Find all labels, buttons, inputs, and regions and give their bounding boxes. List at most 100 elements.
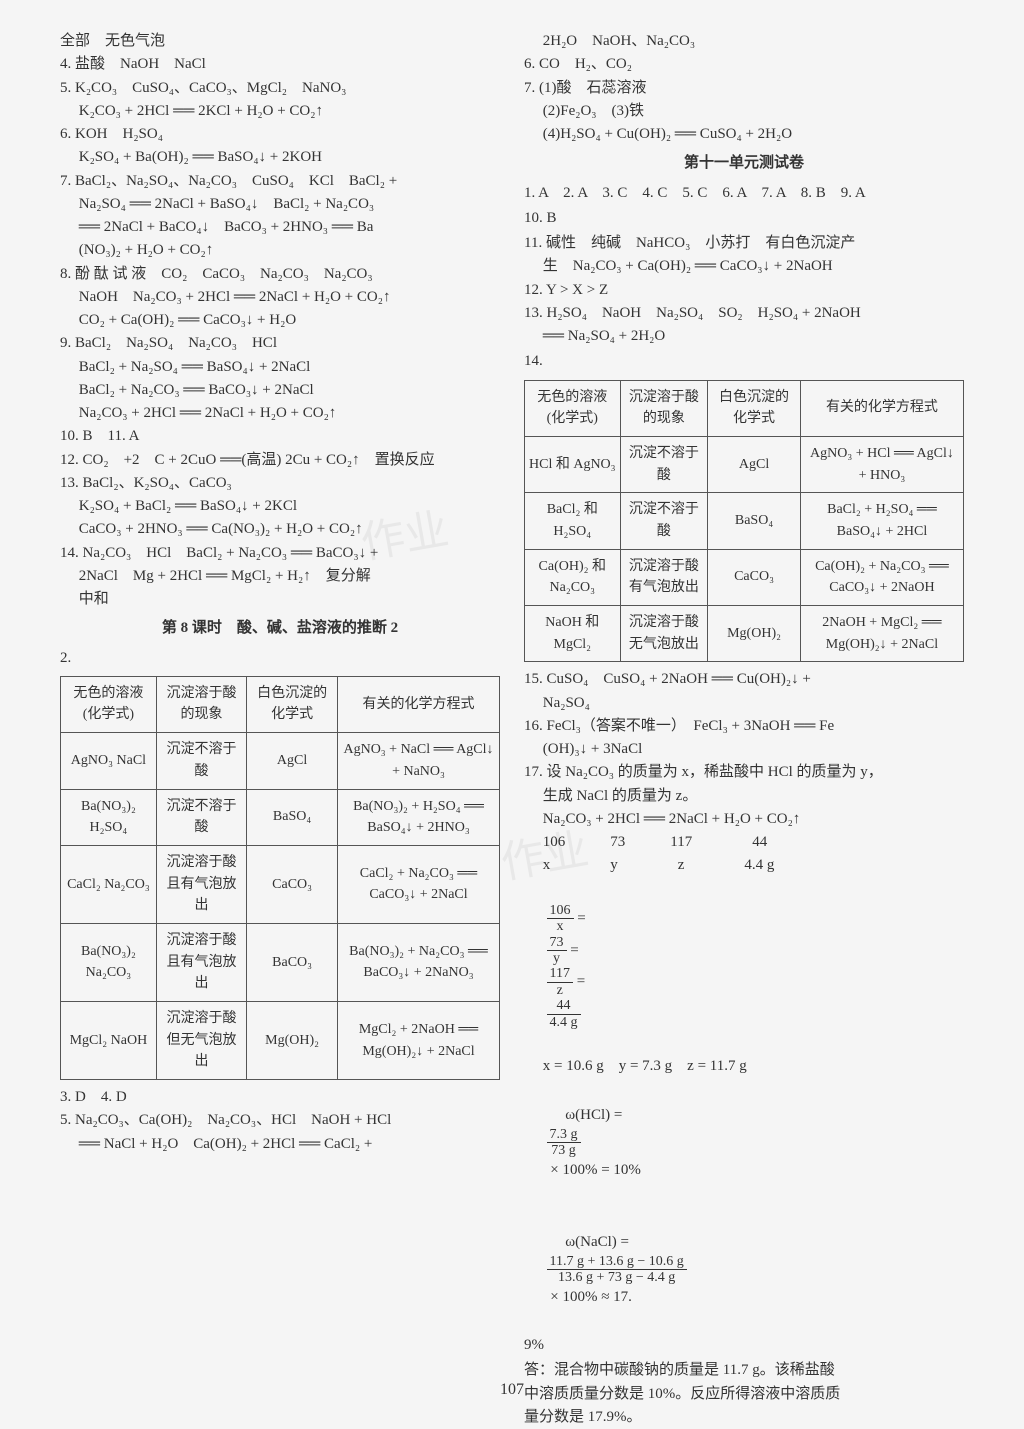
- t1-row-4: MgCl₂ NaOH沉淀溶于酸但无气泡放出Mg(OH)₂MgCl₂ + 2NaO…: [61, 1002, 500, 1080]
- left-bline-2: ══ NaCl + H₂O Ca(OH)₂ + 2HCl ══ CaCl₂ +: [60, 1133, 500, 1156]
- t2-h2: 白色沉淀的化学式: [708, 380, 801, 436]
- left-line-10: 8. 酚 酞 试 液 CO₂ CaCO₃ Na₂CO₃ Na₂CO₃: [60, 263, 500, 286]
- t1-row-3: Ba(NO₃)₂ Na₂CO₃沉淀溶于酸且有气泡放出BaCO₃Ba(NO₃)₂ …: [61, 923, 500, 1001]
- omega-hcl-label: ω(HCl) =: [547, 1107, 627, 1123]
- answers-1-9: 1. A 2. A 3. C 4. C 5. C 6. A 7. A 8. B …: [524, 182, 964, 205]
- t2-r2-c1: 沉淀溶于酸有气泡放出: [620, 549, 708, 605]
- left-line-11: NaOH Na₂CO₃ + 2HCl ══ 2NaCl + H₂O + CO₂↑: [60, 286, 500, 309]
- left-bline-1: 5. Na₂CO₃、Ca(OH)₂ Na₂CO₃、HCl NaOH + HCl: [60, 1109, 500, 1132]
- t1-r4-c2: Mg(OH)₂: [247, 1002, 338, 1080]
- omega-hcl: ω(HCl) = 7.3 g 73 g × 100% = 10%: [524, 1081, 964, 1206]
- right-mline-3: 13. H₂SO₄ NaOH Na₂SO₄ SO₂ H₂SO₄ + 2NaOH: [524, 302, 964, 325]
- t1-r2-c2: CaCO₃: [247, 845, 338, 923]
- left-top-group: 全部 无色气泡4. 盐酸 NaOH NaCl5. K₂CO₃ CuSO₄、CaC…: [60, 30, 500, 611]
- t2-row-2: Ca(OH)₂ 和 Na₂CO₃沉淀溶于酸有气泡放出CaCO₃Ca(OH)₂ +…: [525, 549, 964, 605]
- t1-r4-c0: MgCl₂ NaOH: [61, 1002, 157, 1080]
- t2-h3: 有关的化学方程式: [800, 380, 963, 436]
- right-line-0: 2H₂O NaOH、Na₂CO₃: [524, 30, 964, 53]
- section-8-title: 第 8 课时 酸、碱、盐溶液的推断 2: [60, 613, 500, 644]
- frac-b: 73 y: [547, 935, 567, 967]
- q14-prefix: 14.: [524, 350, 964, 373]
- t1-h1: 沉淀溶于酸的现象: [156, 676, 246, 732]
- left-line-21: CaCO₃ + 2HNO₃ ══ Ca(NO₃)₂ + H₂O + CO₂↑: [60, 518, 500, 541]
- t1-r1-c0: Ba(NO₃)₂ H₂SO₄: [61, 789, 157, 845]
- left-bline-0: 3. D 4. D: [60, 1086, 500, 1109]
- page-number: 107: [0, 1381, 1024, 1399]
- left-line-6: 7. BaCl₂、Na₂SO₄、Na₂CO₃ CuSO₄ KCl BaCl₂ +: [60, 170, 500, 193]
- frac-a: 106 x: [547, 903, 574, 935]
- t1-h3: 有关的化学方程式: [338, 676, 500, 732]
- answers-10: 10. B: [524, 207, 964, 230]
- left-line-14: BaCl₂ + Na₂SO₄ ══ BaSO₄↓ + 2NaCl: [60, 356, 500, 379]
- t1-row-0: AgNO₃ NaCl沉淀不溶于酸AgClAgNO₃ + NaCl ══ AgCl…: [61, 733, 500, 789]
- left-line-5: K₂SO₄ + Ba(OH)₂ ══ BaSO₄↓ + 2KOH: [60, 146, 500, 169]
- t2-r0-c1: 沉淀不溶于酸: [620, 436, 708, 492]
- left-line-4: 6. KOH H₂SO₄: [60, 123, 500, 146]
- left-line-2: 5. K₂CO₃ CuSO₄、CaCO₃、MgCl₂ NaNO₃: [60, 77, 500, 100]
- left-line-13: 9. BaCl₂ Na₂SO₄ Na₂CO₃ HCl: [60, 332, 500, 355]
- t2-r1-c2: BaSO₄: [708, 493, 801, 549]
- right-top-group: 2H₂O NaOH、Na₂CO₃6. CO H₂、CO₂7. (1)酸 石蕊溶液…: [524, 30, 964, 146]
- unit-11-title: 第十一单元测试卷: [524, 148, 964, 179]
- left-bottom-group: 3. D 4. D5. Na₂CO₃、Ca(OH)₂ Na₂CO₃、HCl Na…: [60, 1086, 500, 1156]
- t1-h0: 无色的溶液(化学式): [61, 676, 157, 732]
- omega-nacl: ω(NaCl) = 11.7 g + 13.6 g − 10.6 g 13.6 …: [524, 1207, 964, 1332]
- t2-row-3: NaOH 和 MgCl₂沉淀溶于酸无气泡放出Mg(OH)₂2NaOH + MgC…: [525, 606, 964, 662]
- t1-r1-c3: Ba(NO₃)₂ + H₂SO₄ ══ BaSO₄↓ + 2HNO₃: [338, 789, 500, 845]
- right-aline-6: Na₂CO₃ + 2HCl ══ 2NaCl + H₂O + CO₂↑: [524, 808, 964, 831]
- t1-r3-c2: BaCO₃: [247, 923, 338, 1001]
- left-line-23: 2NaCl Mg + 2HCl ══ MgCl₂ + H₂↑ 复分解: [60, 565, 500, 588]
- t2-r1-c3: BaCl₂ + H₂SO₄ ══ BaSO₄↓ + 2HCl: [800, 493, 963, 549]
- left-line-0: 全部 无色气泡: [60, 30, 500, 53]
- t2-r3-c1: 沉淀溶于酸无气泡放出: [620, 606, 708, 662]
- left-line-15: BaCl₂ + Na₂CO₃ ══ BaCO₃↓ + 2NaCl: [60, 379, 500, 402]
- table-2-header: 无色的溶液(化学式) 沉淀溶于酸的现象 白色沉淀的化学式 有关的化学方程式: [525, 380, 964, 436]
- t1-h2: 白色沉淀的化学式: [247, 676, 338, 732]
- omega-hcl-tail: × 100% = 10%: [547, 1162, 641, 1178]
- right-aline-7: 106 73 117 44: [524, 831, 964, 854]
- omega-nacl-tail: × 100% ≈ 17.: [547, 1289, 632, 1305]
- t2-r3-c3: 2NaOH + MgCl₂ ══ Mg(OH)₂↓ + 2NaCl: [800, 606, 963, 662]
- right-mline-0: 11. 碱性 纯碱 NaHCO₃ 小苏打 有白色沉淀产: [524, 232, 964, 255]
- left-line-7: Na₂SO₄ ══ 2NaCl + BaSO₄↓ BaCl₂ + Na₂CO₃: [60, 193, 500, 216]
- t2-r0-c3: AgNO₃ + HCl ══ AgCl↓ + HNO₃: [800, 436, 963, 492]
- page: 全部 无色气泡4. 盐酸 NaOH NaCl5. K₂CO₃ CuSO₄、CaC…: [60, 30, 964, 1377]
- t1-r0-c3: AgNO₃ + NaCl ══ AgCl↓ + NaNO₃: [338, 733, 500, 789]
- right-mline-2: 12. Y > X > Z: [524, 279, 964, 302]
- right-aline-2: 16. FeCl₃（答案不唯一） FeCl₃ + 3NaOH ══ Fe: [524, 715, 964, 738]
- t1-r0-c0: AgNO₃ NaCl: [61, 733, 157, 789]
- frac-c: 117 z: [547, 966, 573, 998]
- nine-percent: 9%: [524, 1334, 964, 1357]
- table-2: 无色的溶液(化学式) 沉淀溶于酸的现象 白色沉淀的化学式 有关的化学方程式 HC…: [524, 380, 964, 663]
- t2-row-1: BaCl₂ 和 H₂SO₄沉淀不溶于酸BaSO₄BaCl₂ + H₂SO₄ ══…: [525, 493, 964, 549]
- table-1-header: 无色的溶液(化学式) 沉淀溶于酸的现象 白色沉淀的化学式 有关的化学方程式: [61, 676, 500, 732]
- left-line-16: Na₂CO₃ + 2HCl ══ 2NaCl + H₂O + CO₂↑: [60, 402, 500, 425]
- left-line-18: 12. CO₂ +2 C + 2CuO ══(高温) 2Cu + CO₂↑ 置换…: [60, 449, 500, 472]
- t2-r3-c2: Mg(OH)₂: [708, 606, 801, 662]
- final-line-0: 答：混合物中碳酸钠的质量是 11.7 g。该稀盐酸: [524, 1359, 964, 1382]
- t2-r2-c2: CaCO₃: [708, 549, 801, 605]
- right-aline-3: (OH)₃↓ + 3NaCl: [524, 738, 964, 761]
- t1-r0-c2: AgCl: [247, 733, 338, 789]
- right-line-1: 6. CO H₂、CO₂: [524, 53, 964, 76]
- left-line-17: 10. B 11. A: [60, 425, 500, 448]
- right-aline-1: Na₂SO₄: [524, 692, 964, 715]
- t1-r3-c3: Ba(NO₃)₂ + Na₂CO₃ ══ BaCO₃↓ + 2NaNO₃: [338, 923, 500, 1001]
- t1-r0-c1: 沉淀不溶于酸: [156, 733, 246, 789]
- t2-r0-c2: AgCl: [708, 436, 801, 492]
- right-aline-8: x y z 4.4 g: [524, 854, 964, 877]
- left-line-24: 中和: [60, 588, 500, 611]
- left-line-19: 13. BaCl₂、K₂SO₄、CaCO₃: [60, 472, 500, 495]
- left-line-22: 14. Na₂CO₃ HCl BaCl₂ + Na₂CO₃ ══ BaCO₃↓ …: [60, 542, 500, 565]
- left-line-12: CO₂ + Ca(OH)₂ ══ CaCO₃↓ + H₂O: [60, 309, 500, 332]
- t1-r3-c1: 沉淀溶于酸且有气泡放出: [156, 923, 246, 1001]
- q2-prefix: 2.: [60, 647, 500, 670]
- left-line-3: K₂CO₃ + 2HCl ══ 2KCl + H₂O + CO₂↑: [60, 100, 500, 123]
- t2-r0-c0: HCl 和 AgNO₃: [525, 436, 621, 492]
- right-aline-0: 15. CuSO₄ CuSO₄ + 2NaOH ══ Cu(OH)₂↓ +: [524, 668, 964, 691]
- t1-row-2: CaCl₂ Na₂CO₃沉淀溶于酸且有气泡放出CaCO₃CaCl₂ + Na₂C…: [61, 845, 500, 923]
- left-line-1: 4. 盐酸 NaOH NaCl: [60, 53, 500, 76]
- right-after-table-group: 15. CuSO₄ CuSO₄ + 2NaOH ══ Cu(OH)₂↓ + Na…: [524, 668, 964, 877]
- t2-row-0: HCl 和 AgNO₃沉淀不溶于酸AgClAgNO₃ + HCl ══ AgCl…: [525, 436, 964, 492]
- t1-r3-c0: Ba(NO₃)₂ Na₂CO₃: [61, 923, 157, 1001]
